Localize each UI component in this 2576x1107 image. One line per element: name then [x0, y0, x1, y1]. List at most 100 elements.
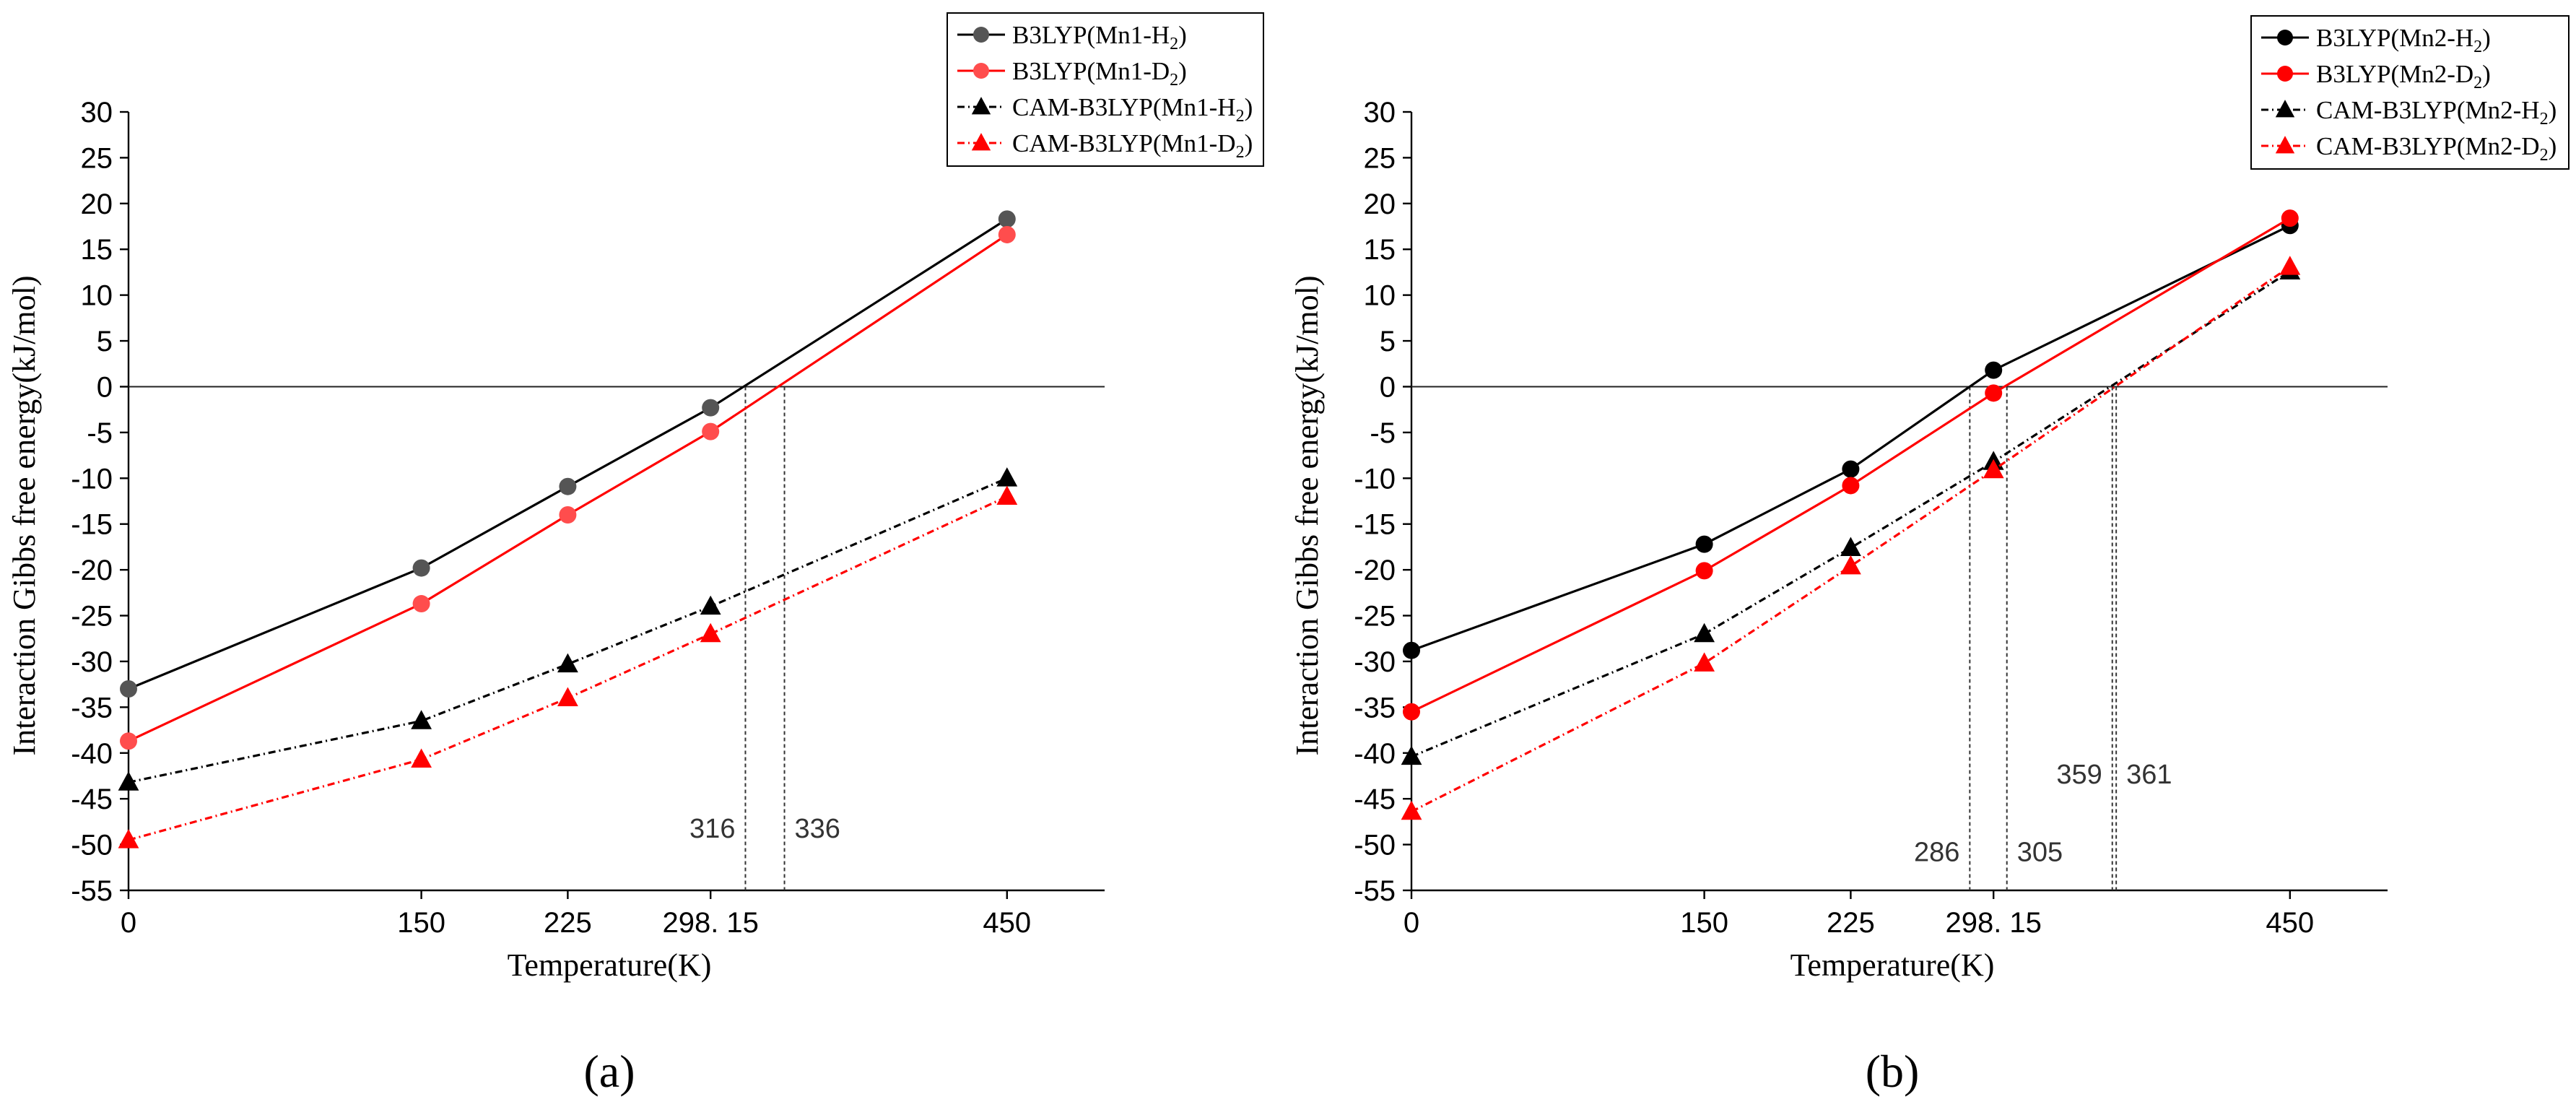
y-tick-label: -15 — [71, 509, 113, 541]
y-axis-title: Interaction Gibbs free energy(kJ/mol) — [1289, 275, 1325, 755]
legend-marker — [971, 97, 991, 115]
data-point — [118, 829, 139, 848]
data-point — [557, 653, 578, 673]
y-tick-label: -45 — [1354, 783, 1396, 815]
y-tick-label: -35 — [1354, 692, 1396, 724]
legend-label: CAM-B3LYP(Mn1-D2) — [1012, 129, 1253, 162]
data-point — [120, 680, 137, 698]
y-tick-label: -20 — [71, 555, 113, 586]
data-point — [1695, 562, 1713, 580]
legend-marker — [973, 27, 989, 43]
panel-label: (b) — [1866, 1046, 1920, 1097]
data-point — [700, 622, 721, 643]
y-tick-label: 20 — [81, 188, 113, 220]
data-point — [1694, 622, 1715, 643]
y-tick-label: 30 — [81, 97, 113, 129]
y-tick-label: -45 — [71, 783, 113, 815]
y-tick-label: 30 — [1364, 97, 1396, 129]
data-point — [120, 732, 137, 750]
data-point — [411, 748, 432, 768]
y-tick-label: 5 — [1380, 326, 1396, 357]
data-point — [1403, 641, 1420, 659]
x-tick-label: 0 — [121, 907, 136, 939]
data-point — [559, 506, 577, 524]
y-tick-label: 25 — [81, 142, 113, 174]
x-tick-label: 225 — [1827, 907, 1875, 939]
chart-panel-b: 30 25 20 15 10 5 0 -5 -10 -15 -20 -25 -30 -35 -40 -45 -5… — [1289, 15, 2570, 1097]
y-tick-label: -10 — [1354, 463, 1396, 495]
legend-marker — [2275, 136, 2295, 154]
y-tick-label: 10 — [1364, 280, 1396, 312]
data-point — [1983, 459, 2004, 479]
y-tick-label: 0 — [1380, 371, 1396, 403]
y-tick-label: 15 — [1364, 234, 1396, 266]
data-point — [702, 422, 720, 440]
legend-marker — [2277, 66, 2293, 82]
x-axis-title: Temperature(K) — [1790, 947, 1995, 983]
data-point — [2281, 209, 2299, 227]
x-axis-title: Temperature(K) — [508, 947, 712, 983]
legend-label: CAM-B3LYP(Mn2-H2) — [2316, 96, 2557, 129]
y-tick-label: -5 — [87, 417, 113, 449]
legend-label: CAM-B3LYP(Mn2-D2) — [2316, 132, 2557, 165]
y-tick-label: 25 — [1364, 142, 1396, 174]
series-line — [1411, 224, 2291, 652]
y-tick-label: 20 — [1364, 188, 1396, 220]
legend: B3LYP(Mn1-H2)B3LYP(Mn1-D2)CAM-B3LYP(Mn1-… — [947, 12, 1264, 167]
data-point — [1985, 384, 2003, 402]
y-tick-label: -20 — [1354, 555, 1396, 586]
y-tick-label: -25 — [71, 601, 113, 633]
legend-label: B3LYP(Mn2-D2) — [2316, 60, 2491, 92]
x-tick-label: 150 — [397, 907, 445, 939]
y-tick-label: -40 — [1354, 738, 1396, 770]
data-point — [1842, 477, 1860, 495]
x-tick-label: 225 — [544, 907, 592, 939]
data-point — [1401, 800, 1422, 820]
crossing-annotation: 336 — [795, 814, 840, 844]
data-point — [412, 559, 430, 577]
data-point — [996, 485, 1018, 505]
legend-marker — [973, 63, 989, 79]
legend-label: B3LYP(Mn2-H2) — [2316, 24, 2491, 56]
data-point — [700, 595, 721, 615]
data-point — [412, 595, 430, 613]
crossing-annotation: 305 — [2017, 838, 2063, 868]
y-tick-label: -50 — [1354, 830, 1396, 861]
data-point — [1842, 460, 1860, 478]
y-tick-label: -35 — [71, 692, 113, 724]
data-point — [1985, 361, 2003, 379]
y-axis-title: Interaction Gibbs free energy(kJ/mol) — [6, 275, 42, 755]
data-point — [1694, 652, 1715, 672]
data-point — [1403, 703, 1420, 721]
y-tick-label: -50 — [71, 830, 113, 861]
x-tick-label: 0 — [1404, 907, 1419, 939]
x-tick-label: 450 — [2266, 907, 2314, 939]
data-point — [998, 210, 1016, 228]
data-point — [1695, 535, 1713, 553]
legend-marker — [971, 133, 991, 151]
legend-marker — [2275, 100, 2295, 118]
x-tick-label: 298. 15 — [662, 907, 758, 939]
data-point — [1840, 537, 1861, 557]
x-tick-label: 450 — [983, 907, 1031, 939]
legend: B3LYP(Mn2-H2) B3LYP(Mn2-D2) CAM-B3LYP(Mn2-… — [2250, 15, 2570, 170]
panel-label: (a) — [583, 1046, 635, 1097]
legend-label: CAM-B3LYP(Mn1-H2) — [1012, 93, 1253, 126]
y-tick-label: 15 — [81, 234, 113, 266]
x-tick-label: 298. 15 — [1945, 907, 2041, 939]
chart-panel-a: 30 25 20 15 10 5 0 -5 -10 -15 -20 -25 -30 -35 -40 -45 -5… — [6, 12, 1264, 1097]
data-point — [702, 399, 720, 417]
crossing-annotation: 361 — [2126, 760, 2172, 790]
series-line — [1411, 270, 2291, 758]
y-tick-label: -55 — [71, 875, 113, 907]
data-point — [559, 477, 577, 495]
y-tick-label: -15 — [1354, 509, 1396, 541]
y-tick-label: -30 — [1354, 646, 1396, 678]
y-tick-label: 5 — [97, 326, 113, 357]
data-point — [557, 687, 578, 707]
data-point — [1840, 555, 1861, 575]
legend-label: B3LYP(Mn1-H2) — [1012, 21, 1187, 53]
data-point — [2279, 256, 2301, 275]
y-tick-label: 10 — [81, 280, 113, 312]
